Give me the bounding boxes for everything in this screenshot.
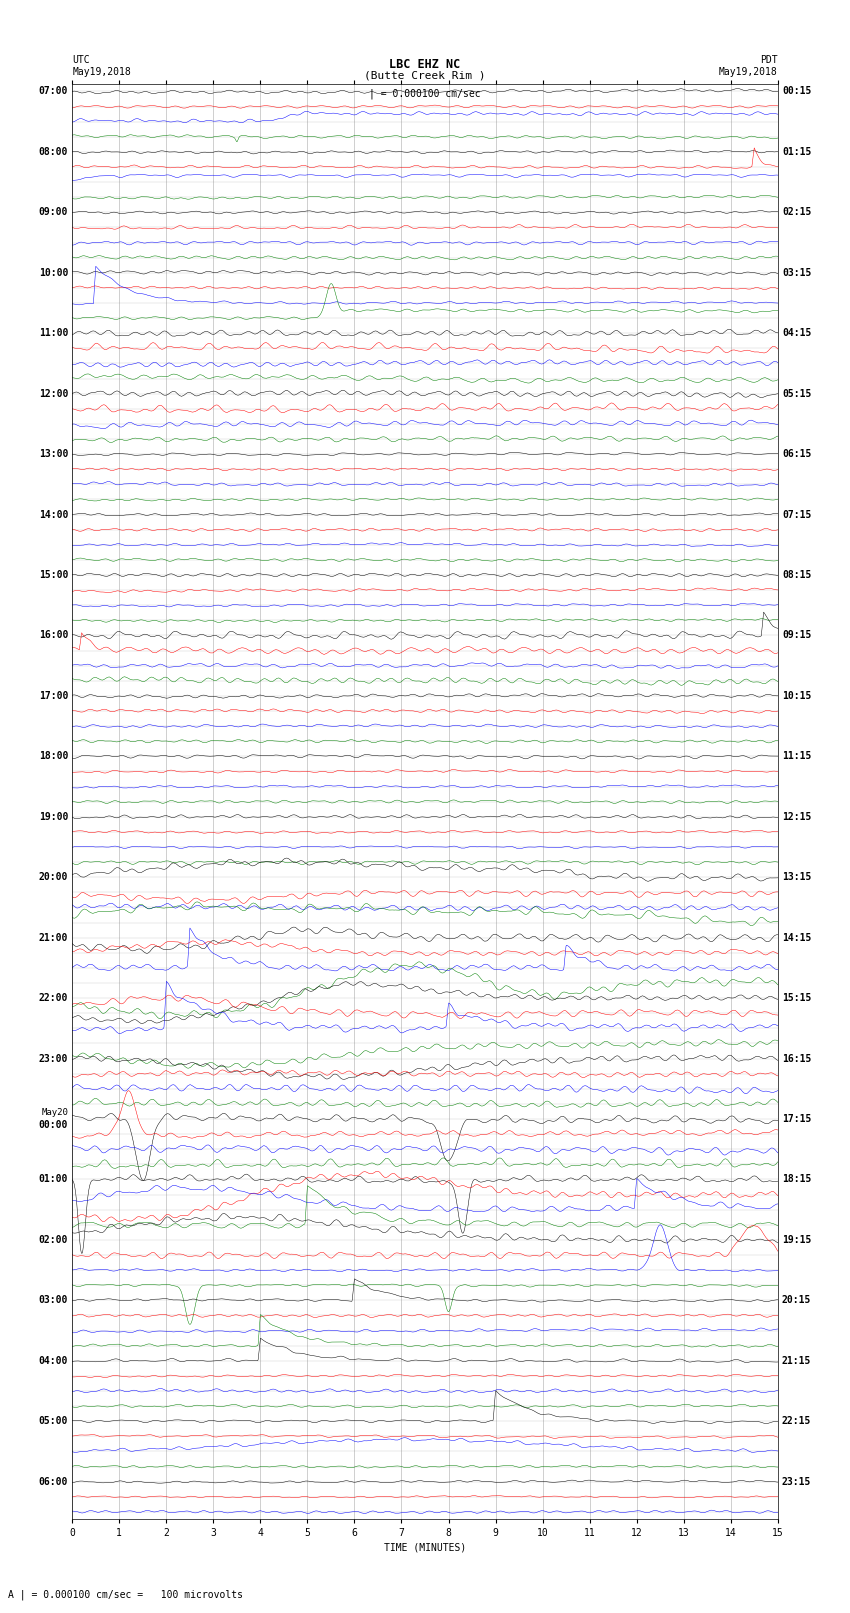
Text: 03:15: 03:15	[782, 268, 812, 277]
Text: 21:15: 21:15	[782, 1357, 812, 1366]
Text: 23:00: 23:00	[38, 1053, 68, 1063]
Text: 10:15: 10:15	[782, 690, 812, 702]
Text: 20:15: 20:15	[782, 1295, 812, 1305]
Text: 12:00: 12:00	[38, 389, 68, 398]
Text: 13:15: 13:15	[782, 873, 812, 882]
Text: 15:15: 15:15	[782, 994, 812, 1003]
Text: May20: May20	[41, 1108, 68, 1118]
Text: 13:00: 13:00	[38, 448, 68, 460]
Text: 04:00: 04:00	[38, 1357, 68, 1366]
Text: 11:00: 11:00	[38, 327, 68, 339]
Text: 11:15: 11:15	[782, 752, 812, 761]
Text: 03:00: 03:00	[38, 1295, 68, 1305]
Text: 23:15: 23:15	[782, 1476, 812, 1487]
Text: UTC: UTC	[72, 55, 90, 65]
Text: 20:00: 20:00	[38, 873, 68, 882]
Text: 07:15: 07:15	[782, 510, 812, 519]
Text: 22:15: 22:15	[782, 1416, 812, 1426]
Text: 14:15: 14:15	[782, 932, 812, 942]
Text: (Butte Creek Rim ): (Butte Creek Rim )	[365, 71, 485, 81]
Text: May19,2018: May19,2018	[72, 68, 131, 77]
Text: 00:15: 00:15	[782, 87, 812, 97]
Text: LBC EHZ NC: LBC EHZ NC	[389, 58, 461, 71]
Text: 18:00: 18:00	[38, 752, 68, 761]
Text: 12:15: 12:15	[782, 811, 812, 821]
Text: 08:00: 08:00	[38, 147, 68, 156]
Text: 15:00: 15:00	[38, 569, 68, 581]
Text: 09:15: 09:15	[782, 631, 812, 640]
Text: 10:00: 10:00	[38, 268, 68, 277]
Text: 02:00: 02:00	[38, 1236, 68, 1245]
X-axis label: TIME (MINUTES): TIME (MINUTES)	[384, 1542, 466, 1553]
Text: 05:15: 05:15	[782, 389, 812, 398]
Text: 04:15: 04:15	[782, 327, 812, 339]
Text: 19:15: 19:15	[782, 1236, 812, 1245]
Text: 02:15: 02:15	[782, 208, 812, 218]
Text: 05:00: 05:00	[38, 1416, 68, 1426]
Text: 09:00: 09:00	[38, 208, 68, 218]
Text: 06:15: 06:15	[782, 448, 812, 460]
Text: 06:00: 06:00	[38, 1476, 68, 1487]
Text: 16:15: 16:15	[782, 1053, 812, 1063]
Text: 00:00: 00:00	[38, 1121, 68, 1131]
Text: 14:00: 14:00	[38, 510, 68, 519]
Text: A | = 0.000100 cm/sec =   100 microvolts: A | = 0.000100 cm/sec = 100 microvolts	[8, 1589, 243, 1600]
Text: 19:00: 19:00	[38, 811, 68, 821]
Text: May19,2018: May19,2018	[719, 68, 778, 77]
Text: | = 0.000100 cm/sec: | = 0.000100 cm/sec	[369, 89, 481, 100]
Text: 08:15: 08:15	[782, 569, 812, 581]
Text: 16:00: 16:00	[38, 631, 68, 640]
Text: 01:00: 01:00	[38, 1174, 68, 1184]
Text: 07:00: 07:00	[38, 87, 68, 97]
Text: PDT: PDT	[760, 55, 778, 65]
Text: 01:15: 01:15	[782, 147, 812, 156]
Text: 21:00: 21:00	[38, 932, 68, 942]
Text: 18:15: 18:15	[782, 1174, 812, 1184]
Text: 17:00: 17:00	[38, 690, 68, 702]
Text: 22:00: 22:00	[38, 994, 68, 1003]
Text: 17:15: 17:15	[782, 1115, 812, 1124]
